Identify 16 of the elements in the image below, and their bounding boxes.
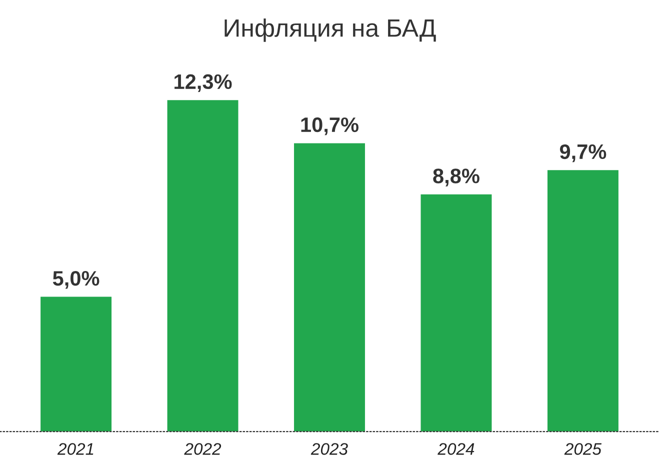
x-tick-label: 2021 [57,443,94,455]
x-tick-label: 2025 [564,443,602,455]
x-tick-label: 2022 [184,443,222,455]
bar [40,296,112,432]
x-tick-label: 2024 [438,443,474,455]
bar [547,170,618,432]
data-label: 10,7% [301,117,358,136]
bar [167,100,238,432]
bar [420,194,492,432]
data-label: 8,8% [433,168,480,186]
bar [294,143,365,432]
data-label: 9,7% [560,144,606,162]
x-tick-label: 2023 [310,443,348,455]
data-label: 5,0% [52,270,100,289]
chart-title: Инфляция на БАД [224,18,436,42]
data-label: 12,3% [174,74,232,92]
